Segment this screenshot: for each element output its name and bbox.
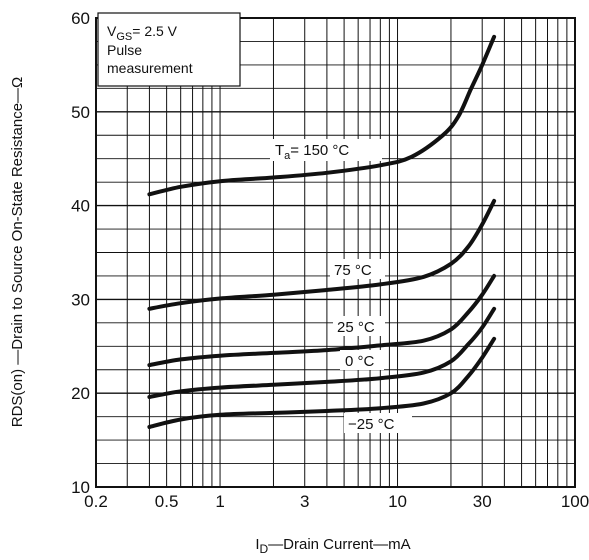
curve-label-minus25: −25 °C xyxy=(348,416,395,433)
curve-label-75: 75 °C xyxy=(334,262,372,279)
y-tick-label: 60 xyxy=(71,9,90,28)
x-tick-label: 0.5 xyxy=(155,492,179,511)
x-tick-label: 30 xyxy=(473,492,492,511)
tick-labels: 0.2 0.5 1 3 10 30 100 10 20 30 40 50 60 xyxy=(71,9,589,511)
y-tick-label: 40 xyxy=(71,197,90,216)
series-line-0 xyxy=(147,34,497,197)
plot-frame xyxy=(95,17,576,488)
x-tick-label: 0.2 xyxy=(84,492,108,511)
curve-labels: Ta= 150 °C 75 °C 25 °C 0 °C −25 °C xyxy=(270,139,412,433)
series-line-4 xyxy=(147,336,497,429)
curves xyxy=(147,34,497,429)
y-tick-label: 50 xyxy=(71,103,90,122)
x-tick-label: 10 xyxy=(388,492,407,511)
y-tick-label: 30 xyxy=(71,290,90,309)
series-line-3 xyxy=(147,306,497,399)
conditions-box: VGS= 2.5 V Pulse measurement xyxy=(97,12,241,87)
conditions-line1: VGS= 2.5 V xyxy=(107,23,178,43)
y-tick-label: 10 xyxy=(71,478,90,497)
series-line-2 xyxy=(147,273,497,368)
conditions-line3: measurement xyxy=(107,60,193,76)
x-axis-title: ID—Drain Current—mA xyxy=(255,536,410,556)
y-tick-label: 20 xyxy=(71,384,90,403)
x-tick-label: 100 xyxy=(561,492,589,511)
curve-label-150: Ta= 150 °C xyxy=(275,142,349,162)
x-tick-label: 1 xyxy=(215,492,224,511)
curve-label-0: 0 °C xyxy=(345,353,375,370)
y-axis-title: RDS(on) —Drain to Source On-State Resist… xyxy=(9,77,26,428)
x-tick-label: 3 xyxy=(300,492,309,511)
grid xyxy=(95,17,576,488)
curve-label-25: 25 °C xyxy=(337,319,375,336)
conditions-line2: Pulse xyxy=(107,42,142,58)
series-line-1 xyxy=(147,198,497,311)
